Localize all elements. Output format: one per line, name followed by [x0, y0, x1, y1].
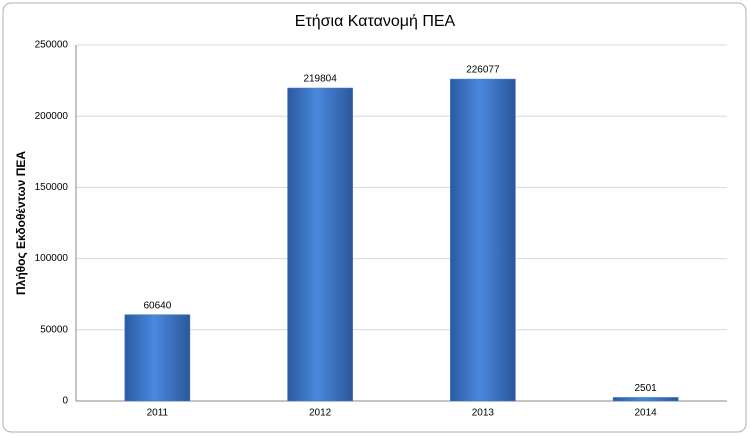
- x-tick-label: 2012: [309, 408, 332, 419]
- y-tick-label: 200000: [35, 111, 69, 122]
- y-axis-label: Πλήθος Εκδοθέντων ΠΕΑ: [14, 151, 28, 295]
- data-label: 2501: [635, 383, 658, 394]
- y-tick-label: 50000: [40, 324, 68, 335]
- x-tick-label: 2011: [147, 408, 169, 419]
- data-label: 219804: [303, 74, 337, 85]
- chart-title: Ετήσια Κατανομή ΠΕΑ: [295, 13, 456, 30]
- y-tick-label: 100000: [35, 253, 69, 264]
- bar: [612, 397, 679, 402]
- data-label: 226077: [466, 65, 500, 76]
- x-tick-label: 2013: [472, 408, 495, 419]
- y-tick-label: 250000: [35, 40, 69, 51]
- bar: [124, 314, 191, 402]
- y-tick-label: 0: [62, 396, 68, 407]
- bar: [450, 78, 516, 402]
- bar: [287, 87, 353, 402]
- data-label: 60640: [143, 300, 171, 311]
- y-tick-label: 150000: [35, 182, 69, 193]
- x-tick-label: 2014: [635, 408, 658, 419]
